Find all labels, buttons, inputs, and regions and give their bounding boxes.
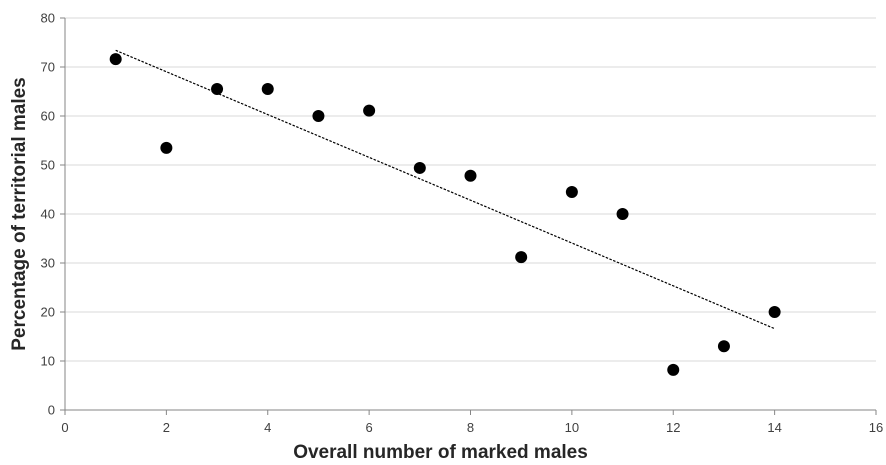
data-point [768, 306, 781, 318]
data-point [363, 104, 376, 117]
x-tick-label: 2 [163, 420, 170, 435]
y-axis-title: Percentage of territorial males [9, 77, 30, 351]
trendline-group [115, 49, 775, 330]
data-point [667, 363, 680, 376]
y-tick-label: 0 [48, 403, 55, 418]
data-point [616, 208, 629, 220]
data-point [109, 53, 122, 66]
data-point [160, 141, 173, 154]
x-tick-label: 10 [565, 420, 579, 435]
x-tick-labels: 0 2 4 6 8 10 12 14 16 [61, 420, 883, 435]
x-tick-label: 12 [666, 420, 680, 435]
x-tick-label: 8 [467, 420, 474, 435]
x-axis-title: Overall number of marked males [293, 442, 588, 463]
axes [60, 17, 877, 415]
y-tick-labels: 0 10 20 30 40 50 60 70 80 [41, 11, 55, 418]
linear-trendline [115, 49, 775, 330]
data-point [515, 251, 528, 264]
y-tick-label: 10 [41, 354, 55, 369]
data-point [565, 185, 578, 198]
x-tick-label: 14 [767, 420, 781, 435]
data-point [413, 161, 426, 174]
x-tick-label: 6 [366, 420, 373, 435]
data-point [312, 110, 325, 122]
data-point [211, 83, 224, 96]
y-tick-label: 30 [41, 256, 55, 271]
gridlines [65, 17, 876, 362]
x-tick-label: 16 [869, 420, 883, 435]
data-point [261, 83, 274, 96]
x-tick-label: 4 [264, 420, 271, 435]
y-tick-label: 20 [41, 305, 55, 320]
y-tick-label: 80 [41, 11, 55, 26]
data-point [464, 169, 477, 182]
y-tick-label: 40 [41, 207, 55, 222]
data-points [109, 53, 781, 376]
y-tick-label: 50 [41, 158, 55, 173]
y-tick-label: 60 [41, 109, 55, 124]
data-point [717, 340, 730, 353]
y-tick-label: 70 [41, 60, 55, 75]
x-tick-label: 0 [61, 420, 68, 435]
